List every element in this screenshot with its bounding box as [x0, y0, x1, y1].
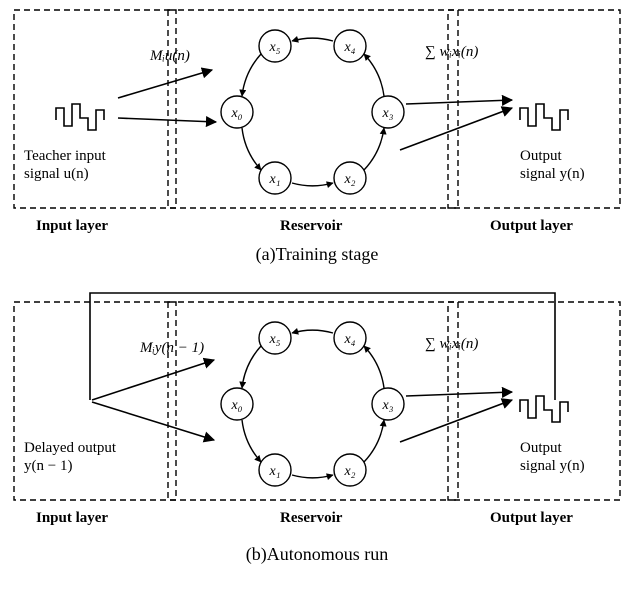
panel-b: x₀ x₁ x₂ x₃ x₄ x₅ Mᵢy(n − 1) ∑ wᵢxᵢ(n) D… — [14, 293, 620, 500]
input-arrows-a — [118, 70, 216, 122]
output-text-a-1: Output — [520, 148, 563, 164]
node-x2: x₂ — [334, 162, 366, 194]
input-formula-a: Mᵢu(n) — [149, 48, 190, 64]
svg-text:x₂: x₂ — [343, 172, 355, 187]
node-x4: x₄ — [334, 322, 366, 354]
ring-arcs-a — [242, 38, 384, 186]
ring-nodes-b: x₀ x₁ x₂ x₃ x₄ x₅ — [221, 322, 404, 486]
caption-b: (b)Autonomous run — [246, 544, 389, 565]
node-x3: x₃ — [372, 96, 404, 128]
node-x5: x₅ — [259, 30, 291, 62]
output-formula-a: ∑ wᵢxᵢ(n) — [425, 44, 478, 60]
caption-a: (a)Training stage — [256, 244, 379, 265]
input-text-b-2: y(n − 1) — [24, 458, 72, 474]
reservoir-box-b — [168, 302, 458, 500]
diagram-svg: x₀ x₁ x₂ x₃ x₄ x₅ Mᵢu(n) ∑ wᵢxᵢ(n) Teach… — [0, 0, 634, 598]
svg-text:x₁: x₁ — [268, 172, 280, 187]
output-text-b-2: signal y(n) — [520, 458, 585, 474]
svg-text:x₄: x₄ — [343, 40, 355, 55]
label-output-a: Output layer — [490, 218, 573, 234]
output-signal-glyph-b — [520, 396, 568, 422]
node-x0: x₀ — [221, 388, 253, 420]
input-formula-b: Mᵢy(n − 1) — [139, 340, 204, 356]
input-text-a-2: signal u(n) — [24, 166, 89, 182]
svg-text:x₄: x₄ — [343, 332, 355, 347]
node-x5: x₅ — [259, 322, 291, 354]
node-x0: x₀ — [221, 96, 253, 128]
label-reservoir-b: Reservoir — [280, 510, 343, 526]
label-reservoir-a: Reservoir — [280, 218, 343, 234]
output-signal-glyph-a — [520, 104, 568, 130]
ring-arcs-b — [242, 330, 384, 478]
input-text-b-1: Delayed output — [24, 440, 117, 456]
input-text-a-1: Teacher input — [24, 148, 107, 164]
svg-text:x₃: x₃ — [381, 398, 393, 413]
svg-text:x₀: x₀ — [230, 398, 242, 413]
input-arrows-b — [92, 360, 214, 440]
output-formula-b: ∑ wᵢxᵢ(n) — [425, 336, 478, 352]
svg-text:x₁: x₁ — [268, 464, 280, 479]
ring-nodes-a: x₀ x₁ x₂ x₃ x₄ x₅ — [221, 30, 404, 194]
output-arrows-a — [400, 100, 512, 150]
svg-text:x₂: x₂ — [343, 464, 355, 479]
node-x1: x₁ — [259, 454, 291, 486]
svg-text:x₅: x₅ — [268, 332, 280, 347]
figure-root: x₀ x₁ x₂ x₃ x₄ x₅ Mᵢu(n) ∑ wᵢxᵢ(n) Teach… — [0, 0, 634, 598]
node-x2: x₂ — [334, 454, 366, 486]
panel-a: x₀ x₁ x₂ x₃ x₄ x₅ Mᵢu(n) ∑ wᵢxᵢ(n) Teach… — [14, 10, 620, 208]
node-x1: x₁ — [259, 162, 291, 194]
svg-text:x₅: x₅ — [268, 40, 280, 55]
output-text-a-2: signal y(n) — [520, 166, 585, 182]
label-input-b: Input layer — [36, 510, 108, 526]
output-arrows-b — [400, 392, 512, 442]
reservoir-box-a — [168, 10, 458, 208]
label-input-a: Input layer — [36, 218, 108, 234]
svg-text:x₀: x₀ — [230, 106, 242, 121]
label-output-b: Output layer — [490, 510, 573, 526]
svg-text:x₃: x₃ — [381, 106, 393, 121]
node-x3: x₃ — [372, 388, 404, 420]
input-signal-glyph-a — [56, 104, 104, 130]
node-x4: x₄ — [334, 30, 366, 62]
output-text-b-1: Output — [520, 440, 563, 456]
